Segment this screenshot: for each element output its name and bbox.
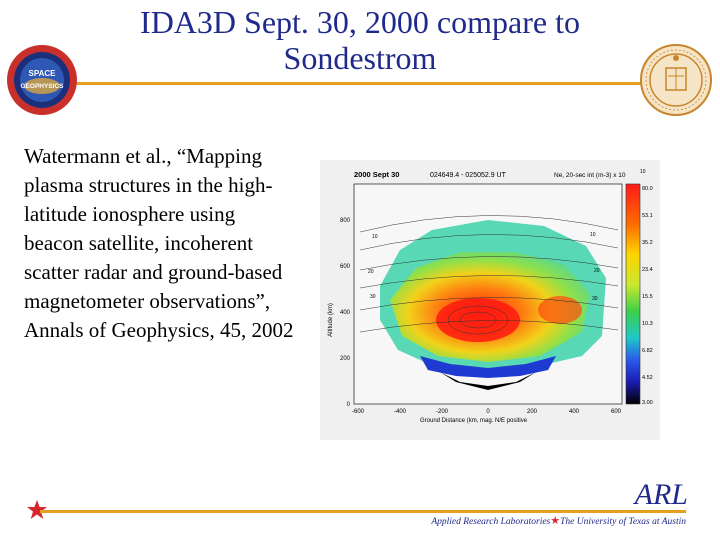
footer-star-icon: ★	[550, 515, 561, 527]
x-tick-400: 400	[569, 409, 580, 415]
y-tick-200: 200	[340, 356, 351, 362]
x-tick-neg600: -600	[352, 409, 365, 415]
colorbar	[625, 183, 641, 405]
citation-text: Watermann et al., “Mapping plasma struct…	[24, 144, 294, 342]
figure-time: 024649.4 - 025052.9 UT	[430, 172, 507, 179]
contour-label-2: 20	[368, 269, 374, 275]
colorbar-tick-3: 3.00	[642, 400, 653, 406]
y-tick-400: 400	[340, 310, 351, 316]
colorbar-tick-23: 23.4	[642, 267, 653, 273]
arl-brand: ARL	[634, 478, 688, 511]
x-tick-600: 600	[611, 409, 622, 415]
colorbar-ticks: 80.0 53.1 35.2 23.4 15.5 10.3 6.82 4.52 …	[642, 186, 653, 406]
contour-label-1: 10	[372, 234, 378, 240]
y-tick-600: 600	[340, 264, 351, 270]
colorbar-tick-10: 10.3	[642, 321, 653, 327]
density-secondary-peak	[538, 296, 582, 324]
x-axis-label: Ground Distance (km, mag. N/E positive	[420, 418, 528, 424]
footer-left-text: Applied Research Laboratories	[431, 517, 551, 527]
density-peak	[436, 298, 520, 342]
figure-quantity-exponent: 10	[640, 169, 646, 175]
y-tick-800: 800	[340, 218, 351, 224]
y-axis-label: Altitude (km)	[328, 303, 334, 337]
footer-affiliation: Applied Research Laboratories★The Univer…	[410, 514, 686, 527]
svg-text:SPACE: SPACE	[29, 69, 57, 78]
colorbar-tick-6: 6.82	[642, 348, 653, 354]
university-seal	[640, 44, 712, 116]
figure-date: 2000 Sept 30	[354, 170, 399, 179]
contour-label-3: 30	[370, 294, 376, 300]
black-band	[440, 372, 536, 390]
y-tick-0: 0	[347, 402, 351, 408]
contour-label-6: 30	[592, 296, 598, 302]
contour-label-4: 10	[590, 232, 596, 238]
colorbar-tick-80: 80.0	[642, 186, 653, 192]
star-icon	[27, 500, 47, 519]
svg-text:GEOPHYSICS: GEOPHYSICS	[21, 83, 65, 90]
colorbar-tick-15: 15.5	[642, 294, 653, 300]
radar-density-plot: 2000 Sept 30 024649.4 - 025052.9 UT Ne, …	[320, 160, 660, 440]
top-divider	[60, 82, 660, 85]
slide-title: IDA3D Sept. 30, 2000 compare to Sondestr…	[140, 4, 580, 76]
footer-right-text: The University of Texas at Austin	[560, 517, 686, 527]
colorbar-tick-53: 53.1	[642, 213, 653, 219]
low-density-band	[420, 356, 556, 378]
contour-label-5: 20	[594, 268, 600, 274]
x-tick-neg400: -400	[394, 409, 407, 415]
contour-lines	[359, 215, 619, 335]
bottom-divider	[40, 510, 686, 513]
x-tick-0: 0	[486, 409, 490, 415]
figure-quantity: Ne, 20-sec int (m-3) x 10	[554, 172, 626, 179]
x-tick-neg200: -200	[436, 409, 449, 415]
space-geophysics-logo: SPACE GEOPHYSICS	[7, 45, 77, 115]
x-tick-200: 200	[527, 409, 538, 415]
colorbar-tick-35: 35.2	[642, 240, 653, 246]
colorbar-tick-4: 4.52	[642, 375, 653, 381]
